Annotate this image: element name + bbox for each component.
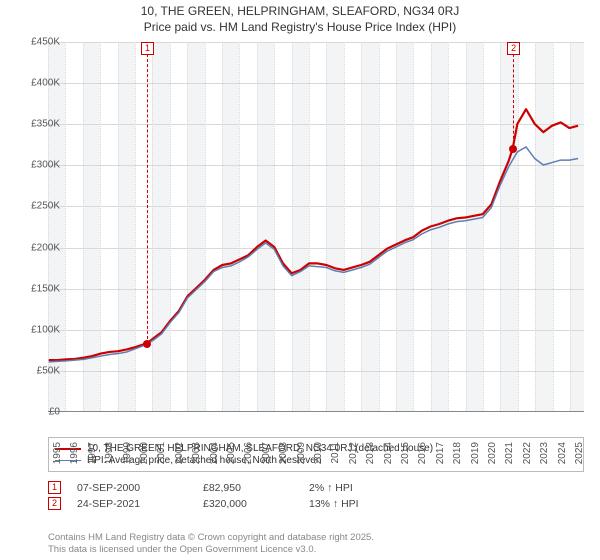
footer-line: This data is licensed under the Open Gov… [48, 544, 374, 556]
x-tick-label: 2019 [470, 442, 481, 464]
title-address: 10, THE GREEN, HELPRINGHAM, SLEAFORD, NG… [0, 3, 600, 19]
x-tick-label: 2005 [226, 442, 237, 464]
x-tick-label: 1998 [104, 442, 115, 464]
sale-date: 07-SEP-2000 [77, 482, 187, 494]
series-svg [48, 42, 584, 411]
footer: Contains HM Land Registry data © Crown c… [48, 532, 374, 556]
marker-dot [509, 145, 517, 153]
x-tick-label: 2012 [348, 442, 359, 464]
x-tick-label: 2009 [296, 442, 307, 464]
marker-dot [143, 340, 151, 348]
series-hpi [49, 147, 578, 362]
x-tick-label: 2010 [313, 442, 324, 464]
x-tick-label: 2021 [504, 442, 515, 464]
x-tick-label: 1999 [122, 442, 133, 464]
x-tick-label: 1997 [87, 442, 98, 464]
sale-row: 2 24-SEP-2021 £320,000 13% ↑ HPI [48, 497, 389, 510]
x-tick-label: 2006 [243, 442, 254, 464]
y-tick-label: £350K [12, 119, 60, 130]
marker-box: 2 [507, 42, 520, 55]
x-tick-label: 2024 [557, 442, 568, 464]
y-tick-label: £300K [12, 160, 60, 171]
y-tick-label: £450K [12, 37, 60, 48]
sale-row: 1 07-SEP-2000 £82,950 2% ↑ HPI [48, 481, 389, 494]
x-tick-label: 2014 [383, 442, 394, 464]
footer-line: Contains HM Land Registry data © Crown c… [48, 532, 374, 544]
y-tick-label: £200K [12, 242, 60, 253]
x-tick-label: 2011 [330, 442, 341, 464]
y-tick-label: £50K [12, 365, 60, 376]
x-tick-label: 2003 [191, 442, 202, 464]
y-tick-label: £400K [12, 78, 60, 89]
x-tick-label: 1995 [52, 442, 63, 464]
x-tick-label: 2015 [400, 442, 411, 464]
sale-diff: 2% ↑ HPI [309, 482, 389, 494]
sale-price: £82,950 [203, 482, 293, 494]
x-tick-label: 2020 [487, 442, 498, 464]
x-tick-label: 2000 [139, 442, 150, 464]
x-tick-label: 2016 [417, 442, 428, 464]
marker-box: 1 [141, 42, 154, 55]
x-tick-label: 2025 [574, 442, 585, 464]
sale-price: £320,000 [203, 498, 293, 510]
title-subtitle: Price paid vs. HM Land Registry's House … [0, 19, 600, 35]
x-tick-label: 2018 [452, 442, 463, 464]
y-tick-label: £100K [12, 324, 60, 335]
y-tick-label: £0 [12, 407, 60, 418]
x-tick-label: 1996 [69, 442, 80, 464]
x-tick-label: 2017 [435, 442, 446, 464]
chart-container: 10, THE GREEN, HELPRINGHAM, SLEAFORD, NG… [0, 0, 600, 560]
sale-date: 24-SEP-2021 [77, 498, 187, 510]
x-tick-label: 2002 [174, 442, 185, 464]
y-tick-label: £150K [12, 283, 60, 294]
series-price-paid [49, 109, 578, 360]
x-tick-label: 2001 [156, 442, 167, 464]
x-tick-label: 2008 [278, 442, 289, 464]
x-tick-label: 2004 [209, 442, 220, 464]
sale-marker-icon: 1 [48, 481, 61, 494]
x-tick-label: 2022 [522, 442, 533, 464]
sale-diff: 13% ↑ HPI [309, 498, 389, 510]
marker-line [147, 54, 148, 344]
y-tick-label: £250K [12, 201, 60, 212]
x-tick-label: 2007 [261, 442, 272, 464]
plot-area: 12 [48, 42, 584, 412]
x-tick-label: 2023 [539, 442, 550, 464]
marker-line [513, 54, 514, 149]
chart-titles: 10, THE GREEN, HELPRINGHAM, SLEAFORD, NG… [0, 0, 600, 35]
sales-table: 1 07-SEP-2000 £82,950 2% ↑ HPI 2 24-SEP-… [48, 478, 389, 513]
x-tick-label: 2013 [365, 442, 376, 464]
sale-marker-icon: 2 [48, 497, 61, 510]
